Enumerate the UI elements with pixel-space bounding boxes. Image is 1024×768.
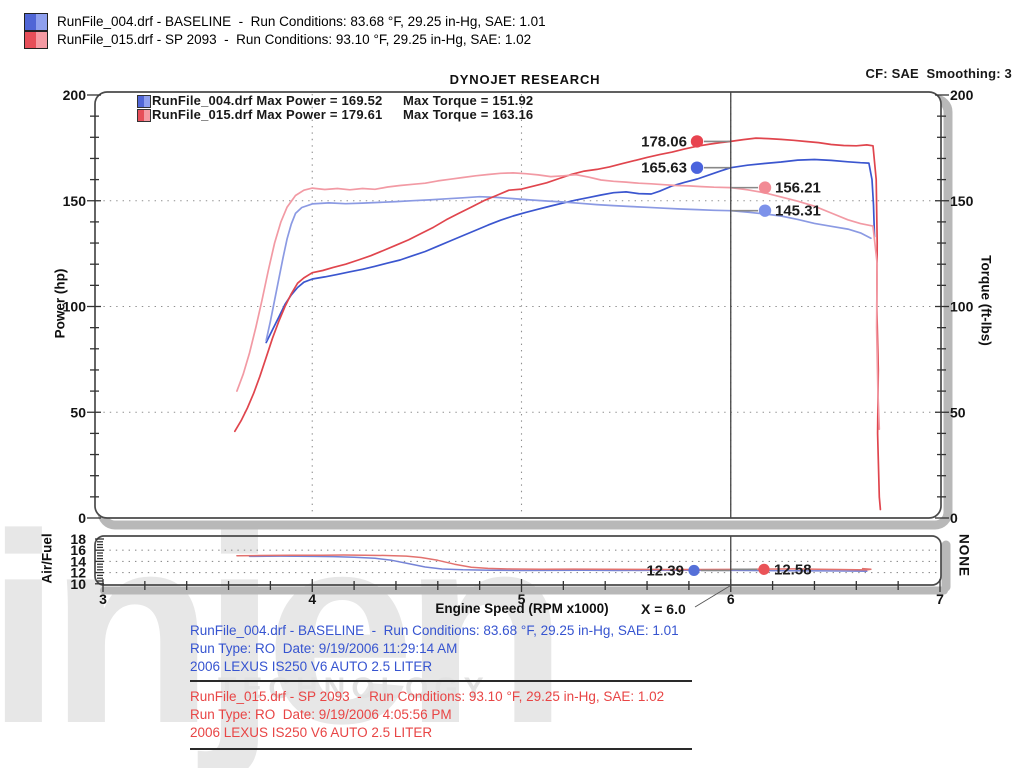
curve-runfile-004-power (265, 158, 876, 344)
main-plot-frame (94, 91, 942, 519)
curve-runfile-015-airfuel (236, 554, 872, 571)
af-tick-14: 14 (70, 553, 86, 569)
footer-divider-1 (190, 680, 692, 682)
power-tick-50: 50 (70, 404, 86, 420)
correction-smoothing-label: CF: SAE Smoothing: 3 (865, 66, 1012, 81)
af-channel-none-label: NONE (956, 533, 972, 577)
cursor-value-178.06: 178.06 (641, 133, 687, 150)
inner-legend-torque-015: Max Torque = 163.16 (403, 107, 534, 122)
footer-divider-2 (190, 748, 692, 750)
torque-axis-title: Torque (ft-lbs) (978, 255, 994, 346)
injen-watermark: injen (0, 479, 568, 768)
torque-tick-150: 150 (950, 193, 974, 209)
legend-row-sp2093: RunFile_015.drf - SP 2093 - Run Conditio… (57, 32, 532, 47)
cursor-value-165.63: 165.63 (641, 160, 687, 177)
power-tick-200: 200 (63, 87, 87, 103)
cursor-label-leader (694, 585, 730, 608)
cursor-value-145.31: 145.31 (775, 203, 821, 220)
power-axis-title: Power (hp) (52, 268, 68, 339)
cursor-value-12.39: 12.39 (646, 562, 684, 579)
cursor-value-156.21: 156.21 (775, 180, 821, 197)
torque-tick-100: 100 (950, 299, 974, 315)
af-tick-10: 10 (70, 576, 86, 592)
inner-legend-torque-004: Max Torque = 151.92 (403, 93, 534, 108)
torque-tick-0: 0 (950, 510, 958, 526)
rpm-axis-title: Engine Speed (RPM x1000) (435, 601, 609, 616)
rpm-tick-3: 3 (99, 591, 107, 607)
airfuel-axis-title: Air/Fuel (39, 533, 55, 584)
inner-legend-power-015: RunFile_015.drf Max Power = 179.61 (152, 107, 383, 122)
inner-legend-swatch-004 (137, 95, 151, 108)
inner-legend-power-004: RunFile_004.drf Max Power = 169.52 (152, 93, 383, 108)
cursor-dot-165.63 (690, 161, 704, 174)
run-015-type-date: Run Type: RO Date: 9/19/2006 4:05:56 PM (190, 707, 452, 722)
run-015-vehicle: 2006 LEXUS IS250 V6 AUTO 2.5 LITER (190, 725, 433, 740)
run-004-type-date: Run Type: RO Date: 9/19/2006 11:29:14 AM (190, 641, 458, 656)
curve-runfile-015-torque (236, 172, 881, 431)
legend-swatch-sp2093 (24, 31, 48, 49)
af-plot-frame (94, 535, 942, 586)
rpm-tick-7: 7 (936, 591, 944, 607)
rpm-tick-5: 5 (518, 591, 526, 607)
legend-row-baseline: RunFile_004.drf - BASELINE - Run Conditi… (57, 14, 546, 29)
af-tick-16: 16 (70, 542, 86, 558)
legend-swatch-baseline (24, 13, 48, 31)
rpm-tick-6: 6 (727, 591, 735, 607)
cursor-dot-178.06 (690, 135, 704, 148)
cursor-dot-12.39 (688, 564, 700, 577)
run-015-conditions: RunFile_015.drf - SP 2093 - Run Conditio… (190, 689, 665, 704)
chart-title: DYNOJET RESEARCH (449, 72, 601, 87)
rpm-tick-4: 4 (308, 591, 316, 607)
power-tick-150: 150 (63, 193, 87, 209)
cursor-dot-145.31 (758, 204, 772, 217)
power-tick-100: 100 (63, 299, 87, 315)
cursor-value-12.58: 12.58 (774, 561, 812, 578)
inner-legend-swatch-015 (137, 109, 151, 122)
af-tick-18: 18 (70, 531, 86, 547)
technology-watermark: TECHNOLOGY (218, 672, 490, 705)
torque-tick-50: 50 (950, 404, 966, 420)
cursor-position-label: X = 6.0 (641, 601, 686, 617)
run-004-vehicle: 2006 LEXUS IS250 V6 AUTO 2.5 LITER (190, 659, 433, 674)
run-004-conditions: RunFile_004.drf - BASELINE - Run Conditi… (190, 623, 679, 638)
af-tick-12: 12 (70, 565, 86, 581)
torque-tick-200: 200 (950, 87, 974, 103)
cursor-dot-12.58 (758, 563, 770, 575)
cursor-dot-156.21 (758, 181, 772, 194)
power-tick-0: 0 (78, 510, 86, 526)
